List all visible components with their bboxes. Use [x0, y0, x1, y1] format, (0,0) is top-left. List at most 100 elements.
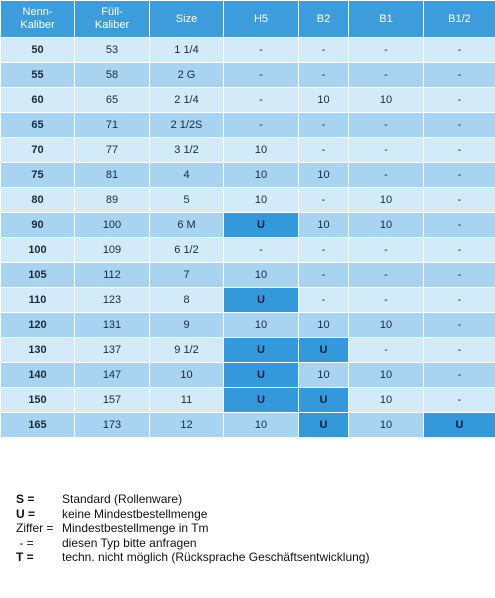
- cell: -: [423, 137, 495, 163]
- cell: -: [298, 262, 349, 288]
- cell: 80: [0, 187, 75, 213]
- cell: 10: [298, 212, 349, 238]
- cell: -: [423, 62, 495, 88]
- cell: 130: [0, 337, 75, 363]
- legend-text: keine Mindestbestellmenge: [62, 506, 208, 521]
- row: 100 109 6 1/2- - - -: [0, 237, 495, 263]
- cell: 150: [0, 387, 75, 413]
- cell: 137: [74, 337, 150, 363]
- legend-item: S = Standard (Rollenware): [16, 492, 369, 507]
- legend-key: U =: [16, 506, 36, 521]
- cell: 10: [298, 162, 349, 188]
- cell: U: [298, 412, 349, 438]
- cell: -: [348, 37, 424, 63]
- row: 55 58 2 G----: [0, 62, 495, 88]
- row: 60 65 2 1/4-10 10-: [0, 87, 495, 113]
- cell: 5: [149, 187, 224, 213]
- cell: 10: [223, 312, 299, 338]
- cell: -: [298, 237, 349, 263]
- cell: 120: [0, 312, 75, 338]
- cell: -: [348, 262, 424, 288]
- cell: -: [298, 112, 349, 138]
- cell: 4: [149, 162, 224, 188]
- cell: 147: [74, 362, 150, 388]
- header-cell: Nenn- Kaliber: [0, 0, 75, 38]
- cell: U: [298, 387, 349, 413]
- cell: -: [423, 262, 495, 288]
- cell: -: [348, 337, 424, 363]
- legend-item: U = keine Mindestbestellmenge: [16, 507, 369, 522]
- cell: 6 1/2: [149, 237, 224, 263]
- legend: S = Standard (Rollenware) U = keine Mindest…: [16, 492, 369, 565]
- cell: 58: [74, 62, 150, 88]
- cell: 10: [298, 87, 349, 113]
- cell: U: [223, 287, 299, 313]
- cell: 140: [0, 362, 75, 388]
- cell: U: [423, 412, 495, 438]
- cell: -: [423, 387, 495, 413]
- cell: 10: [348, 212, 424, 238]
- cell: -: [298, 287, 349, 313]
- cell: -: [298, 137, 349, 163]
- cell: -: [298, 187, 349, 213]
- cell: -: [423, 337, 495, 363]
- cell: 71: [74, 112, 150, 138]
- cell: -: [423, 287, 495, 313]
- row: 110 123 8 U - - -: [0, 287, 495, 313]
- cell: 10: [298, 362, 349, 388]
- row: 50 53 1 1/4- - - -: [0, 37, 495, 63]
- cell: 60: [0, 87, 75, 113]
- cell: 8: [149, 287, 224, 313]
- header-cell: Füll- Kaliber: [74, 0, 150, 38]
- cell: -: [348, 137, 424, 163]
- cell: 2 1/4: [149, 87, 224, 113]
- cell: -: [298, 37, 349, 63]
- cell: 10: [223, 162, 299, 188]
- cell: 90: [0, 212, 75, 238]
- legend-text: Standard (Rollenware): [62, 492, 183, 506]
- legend-text: diesen Typ bitte anfragen: [62, 535, 197, 550]
- cell: 9: [149, 312, 224, 338]
- row: 140 147 10 U 10 10-: [0, 362, 495, 388]
- cell: 7: [149, 262, 224, 288]
- legend-key: Ziffer =: [16, 521, 54, 535]
- cell: -: [423, 37, 495, 63]
- cell: 10: [348, 362, 424, 388]
- cell: 77: [74, 137, 150, 163]
- cell: -: [223, 237, 299, 263]
- legend-item: - = diesen Typ bitte anfragen: [16, 536, 369, 551]
- cell: 6 M: [149, 212, 224, 238]
- cell: U: [223, 337, 299, 363]
- row: 75 81 4 10 10- -: [0, 162, 495, 188]
- cell: 123: [74, 287, 150, 313]
- cell: 10: [223, 412, 299, 438]
- legend-key: T =: [16, 550, 34, 564]
- cell: 131: [74, 312, 150, 338]
- cell: 110: [0, 287, 75, 313]
- legend-key: S =: [16, 492, 35, 506]
- cell: 165: [0, 412, 75, 438]
- cell: 50: [0, 37, 75, 63]
- cell: 10: [348, 412, 424, 438]
- cell: 157: [74, 387, 150, 413]
- cell: -: [423, 187, 495, 213]
- cell: -: [423, 212, 495, 238]
- header-cell: B2: [298, 0, 349, 38]
- cell: 65: [74, 87, 150, 113]
- table-body: 50 53 1 1/4- - - -55 58 2 G - - - -60 65 2 1/4-10 10-6…: [0, 37, 495, 438]
- cell: -: [348, 162, 424, 188]
- legend-key: - =: [16, 535, 34, 550]
- cell: 10: [348, 312, 424, 338]
- cell: 1 1/4: [149, 37, 224, 63]
- cell: 2 G: [149, 62, 224, 88]
- cell: 10: [223, 262, 299, 288]
- row: 80 89 5 10-10-: [0, 187, 495, 213]
- cell: -: [423, 312, 495, 338]
- header-cell: Size: [149, 0, 224, 38]
- cell: -: [423, 237, 495, 263]
- cell: 100: [74, 212, 150, 238]
- cell: 10: [223, 187, 299, 213]
- cell: 10: [348, 187, 424, 213]
- row: 90 100 6 M U 10 10-: [0, 212, 495, 238]
